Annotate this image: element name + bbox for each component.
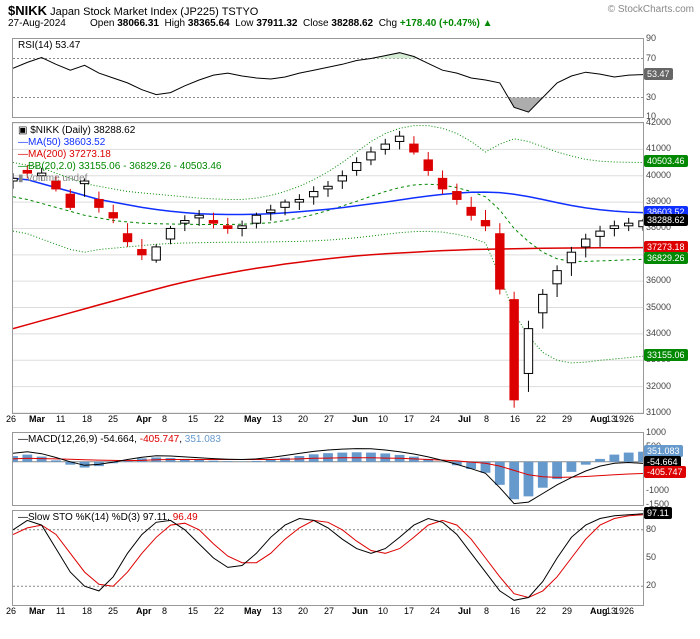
rsi-panel: [12, 38, 644, 118]
chart-header: $NIKK Japan Stock Market Index (JP225) T…: [8, 3, 258, 18]
box-icon: ▣: [18, 125, 27, 136]
ticker-exchange: TSTYO: [222, 6, 259, 18]
chg-value: +178.40 (+0.47%): [400, 18, 480, 29]
stochastic-panel: [12, 510, 644, 606]
chart-date: 27-Aug-2024: [8, 18, 66, 29]
ohlc-row: Open 38066.31 High 38365.64 Low 37911.32…: [90, 18, 493, 29]
ticker-description: Japan Stock Market Index (JP225): [50, 6, 219, 18]
macd-legend: —MACD(12,26,9) -54.664, -405.747, 351.08…: [18, 434, 221, 446]
stock-chart: $NIKK Japan Stock Market Index (JP225) T…: [0, 0, 700, 639]
ticker-symbol: $NIKK: [8, 3, 47, 18]
sto-legend: —Slow STO %K(14) %D(3) 97.11, 96.49: [18, 512, 198, 524]
watermark: © StockCharts.com: [608, 4, 694, 15]
rsi-legend: RSI(14) 53.47: [18, 40, 80, 52]
bar-icon: ▮: [18, 173, 24, 184]
price-legend: ▣ $NIKK (Daily) 38288.62 —MA(50) 38603.5…: [18, 125, 222, 185]
up-arrow-icon: ▲: [483, 18, 493, 29]
